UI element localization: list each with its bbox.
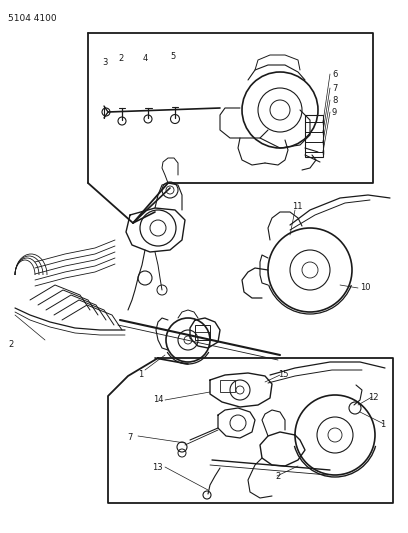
Text: 6: 6	[332, 70, 337, 79]
Text: 13: 13	[152, 463, 163, 472]
Text: 4: 4	[143, 54, 148, 63]
Text: 5104 4100: 5104 4100	[8, 14, 57, 23]
Bar	[195, 325, 210, 340]
Text: 1: 1	[380, 420, 385, 429]
Text: 7: 7	[127, 433, 132, 442]
Text: 11: 11	[292, 202, 302, 211]
Text: 2: 2	[8, 340, 13, 349]
Text: 2: 2	[118, 54, 123, 63]
Text: 1: 1	[138, 370, 143, 379]
Text: 2: 2	[275, 472, 280, 481]
Text: 3: 3	[102, 58, 107, 67]
Text: 9: 9	[332, 108, 337, 117]
Text: 7: 7	[332, 84, 337, 93]
Text: 8: 8	[332, 96, 337, 105]
Bar	[220, 380, 235, 392]
Text: 15: 15	[278, 370, 288, 379]
Text: 10: 10	[360, 283, 370, 292]
Text: 14: 14	[153, 395, 164, 404]
Text: 12: 12	[368, 393, 379, 402]
Bar	[305, 115, 323, 157]
Text: 5: 5	[170, 52, 175, 61]
